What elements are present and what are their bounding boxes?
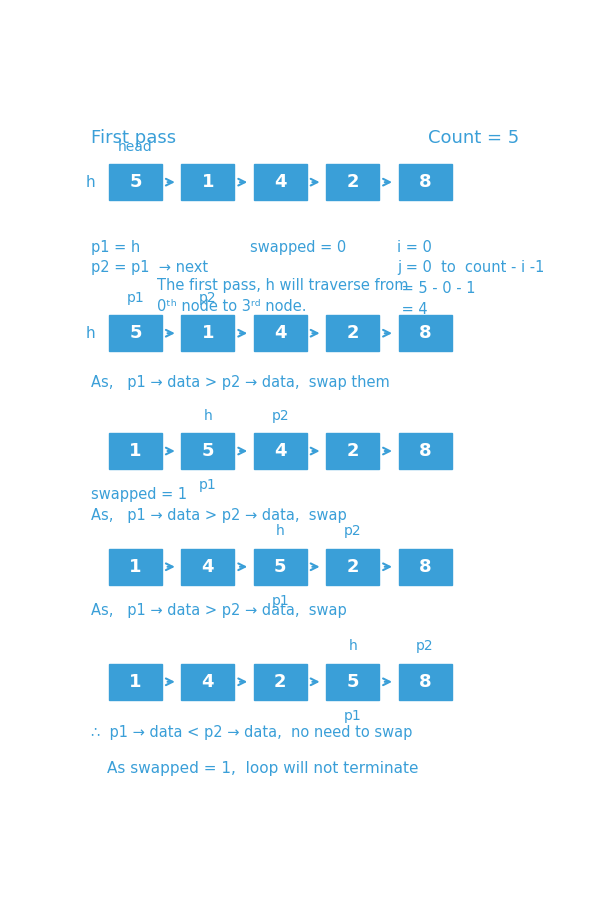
FancyBboxPatch shape <box>399 164 452 200</box>
FancyBboxPatch shape <box>109 164 162 200</box>
FancyBboxPatch shape <box>326 164 379 200</box>
Text: head: head <box>118 140 153 154</box>
Text: ∴  p1 → data < p2 → data,  no need to swap: ∴ p1 → data < p2 → data, no need to swap <box>90 724 412 740</box>
Text: p2: p2 <box>271 409 289 423</box>
Text: p1: p1 <box>271 594 289 608</box>
FancyBboxPatch shape <box>399 433 452 469</box>
Text: 1: 1 <box>129 442 142 460</box>
Text: First pass: First pass <box>90 129 176 147</box>
Text: = 4: = 4 <box>397 302 428 317</box>
Text: 4: 4 <box>202 558 214 576</box>
Text: p2: p2 <box>199 291 217 305</box>
Text: 2: 2 <box>274 673 287 691</box>
FancyBboxPatch shape <box>181 164 234 200</box>
FancyBboxPatch shape <box>109 549 162 585</box>
FancyBboxPatch shape <box>109 315 162 351</box>
Text: p2: p2 <box>416 639 434 653</box>
Text: 4: 4 <box>202 673 214 691</box>
Text: 1: 1 <box>129 673 142 691</box>
Text: p2 = p1  → next: p2 = p1 → next <box>90 260 208 275</box>
Text: i = 0: i = 0 <box>397 239 432 255</box>
FancyBboxPatch shape <box>253 433 307 469</box>
Text: 4: 4 <box>274 173 287 191</box>
Text: 1: 1 <box>202 173 214 191</box>
Text: p1: p1 <box>344 709 362 723</box>
FancyBboxPatch shape <box>399 664 452 700</box>
Text: h: h <box>203 409 212 423</box>
Text: 1: 1 <box>202 324 214 342</box>
FancyBboxPatch shape <box>181 549 234 585</box>
FancyBboxPatch shape <box>326 549 379 585</box>
FancyBboxPatch shape <box>326 664 379 700</box>
Text: 5: 5 <box>346 673 359 691</box>
FancyBboxPatch shape <box>399 549 452 585</box>
Text: 5: 5 <box>129 173 142 191</box>
FancyBboxPatch shape <box>253 315 307 351</box>
FancyBboxPatch shape <box>181 315 234 351</box>
FancyBboxPatch shape <box>253 549 307 585</box>
Text: 2: 2 <box>346 173 359 191</box>
Text: p1: p1 <box>127 291 145 305</box>
Text: j = 0  to  count - i -1: j = 0 to count - i -1 <box>397 260 544 275</box>
Text: h: h <box>348 639 357 653</box>
FancyBboxPatch shape <box>326 433 379 469</box>
Text: h: h <box>86 175 95 190</box>
Text: The first pass, h will traverse from: The first pass, h will traverse from <box>157 278 409 293</box>
FancyBboxPatch shape <box>253 164 307 200</box>
Text: As swapped = 1,  loop will not terminate: As swapped = 1, loop will not terminate <box>107 761 418 777</box>
Text: 8: 8 <box>419 324 431 342</box>
FancyBboxPatch shape <box>181 664 234 700</box>
FancyBboxPatch shape <box>399 315 452 351</box>
Text: h: h <box>86 326 95 341</box>
Text: Count = 5: Count = 5 <box>428 129 519 147</box>
Text: 5: 5 <box>202 442 214 460</box>
Text: p2: p2 <box>344 525 362 538</box>
Text: p1 = h: p1 = h <box>90 239 140 255</box>
Text: swapped = 1: swapped = 1 <box>90 487 187 502</box>
Text: 5: 5 <box>129 324 142 342</box>
Text: As,   p1 → data > p2 → data,  swap: As, p1 → data > p2 → data, swap <box>90 508 346 523</box>
FancyBboxPatch shape <box>326 315 379 351</box>
FancyBboxPatch shape <box>253 664 307 700</box>
Text: 2: 2 <box>346 558 359 576</box>
Text: p1: p1 <box>199 478 217 492</box>
Text: 4: 4 <box>274 324 287 342</box>
Text: As,   p1 → data > p2 → data,  swap: As, p1 → data > p2 → data, swap <box>90 604 346 618</box>
Text: 0ᵗʰ node to 3ʳᵈ node.: 0ᵗʰ node to 3ʳᵈ node. <box>157 299 307 313</box>
Text: 8: 8 <box>419 673 431 691</box>
Text: 4: 4 <box>274 442 287 460</box>
Text: As,   p1 → data > p2 → data,  swap them: As, p1 → data > p2 → data, swap them <box>90 375 389 391</box>
Text: 8: 8 <box>419 173 431 191</box>
Text: swapped = 0: swapped = 0 <box>250 239 346 255</box>
Text: 8: 8 <box>419 558 431 576</box>
Text: = 5 - 0 - 1: = 5 - 0 - 1 <box>397 281 475 296</box>
FancyBboxPatch shape <box>109 664 162 700</box>
Text: 8: 8 <box>419 442 431 460</box>
FancyBboxPatch shape <box>181 433 234 469</box>
Text: h: h <box>276 525 284 538</box>
Text: 2: 2 <box>346 324 359 342</box>
FancyBboxPatch shape <box>109 433 162 469</box>
Text: 1: 1 <box>129 558 142 576</box>
Text: 5: 5 <box>274 558 287 576</box>
Text: 2: 2 <box>346 442 359 460</box>
